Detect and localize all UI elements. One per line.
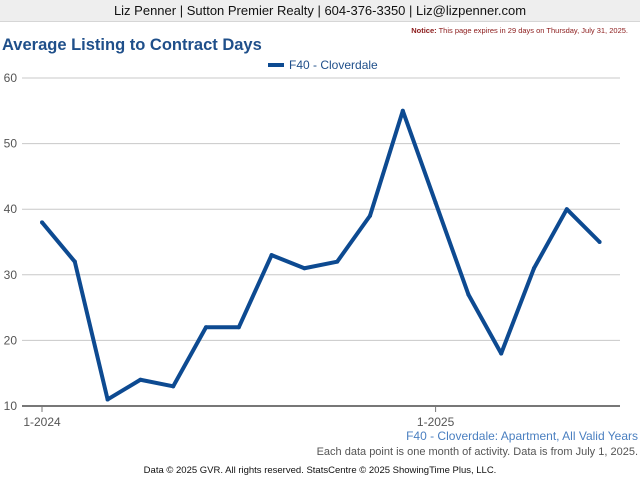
y-tick-label: 10 [4, 399, 18, 413]
data-point [597, 240, 602, 244]
data-point [564, 207, 569, 212]
data-point [335, 259, 340, 264]
data-point [400, 108, 405, 113]
data-point [204, 325, 208, 330]
chart-legend: F40 - Cloverdale [268, 58, 378, 72]
data-point [138, 377, 143, 382]
data-point [105, 397, 110, 402]
grid-lines [22, 77, 620, 407]
copyright-text: Data © 2025 GVR. All rights reserved. St… [143, 465, 497, 476]
y-tick-label: 50 [4, 137, 18, 151]
data-point [171, 384, 176, 389]
x-tick-label: 1-2025 [417, 415, 455, 429]
notice-text: This page expires in 29 days on Thursday… [436, 26, 628, 35]
y-tick-label: 30 [4, 268, 18, 282]
data-point [368, 213, 372, 218]
expiry-notice: Notice: This page expires in 29 days on … [411, 26, 628, 35]
series-line [40, 108, 602, 402]
data-note: Each data point is one month of activity… [316, 446, 638, 458]
data-point [302, 266, 307, 271]
series-caption: F40 - Cloverdale: Apartment, All Valid Y… [406, 429, 638, 443]
data-point [433, 200, 438, 205]
legend-swatch [268, 63, 284, 67]
data-point [466, 292, 471, 297]
legend-label: F40 - Cloverdale [289, 58, 378, 72]
data-point [72, 259, 77, 264]
chart-title: Average Listing to Contract Days [2, 36, 262, 54]
series-layer [40, 108, 602, 402]
y-tick-label: 40 [4, 202, 18, 216]
data-point [499, 351, 504, 356]
x-tick-label: 1-2024 [23, 415, 61, 429]
y-axis-ticks: 10 20 30 40 50 60 [4, 71, 18, 413]
data-point [269, 253, 274, 258]
data-point [532, 266, 536, 271]
y-tick-label: 20 [4, 333, 18, 347]
data-point [40, 220, 44, 225]
y-tick-label: 60 [4, 71, 18, 85]
notice-label: Notice: [411, 26, 437, 35]
data-point [236, 325, 241, 330]
agent-contact-bar: Liz Penner | Sutton Premier Realty | 604… [0, 0, 640, 22]
x-axis-ticks: 1-2024 1-2025 [23, 406, 455, 429]
